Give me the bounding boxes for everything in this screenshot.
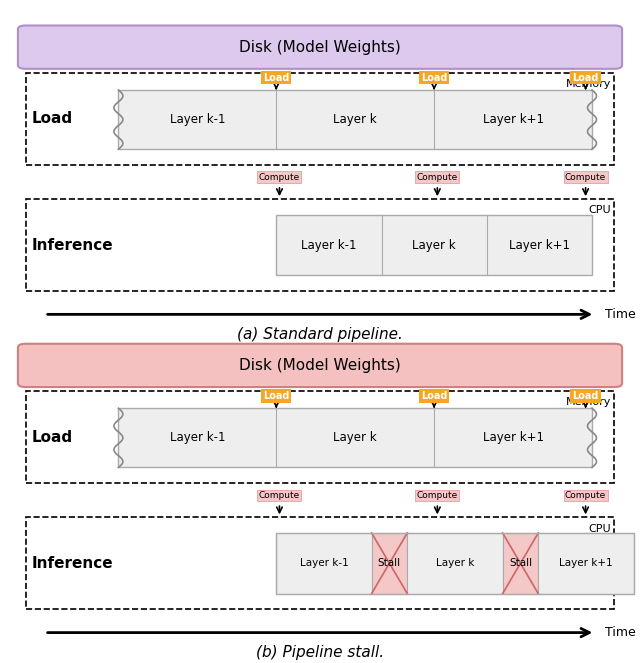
Text: CPU: CPU bbox=[589, 524, 611, 534]
Text: Load: Load bbox=[572, 391, 599, 400]
Text: Compute: Compute bbox=[259, 173, 300, 182]
Text: Layer k: Layer k bbox=[436, 558, 474, 568]
Text: CPU: CPU bbox=[589, 206, 611, 215]
Text: Compute: Compute bbox=[417, 491, 458, 500]
FancyBboxPatch shape bbox=[18, 25, 622, 69]
FancyBboxPatch shape bbox=[407, 533, 502, 593]
Text: Layer k-1: Layer k-1 bbox=[300, 558, 348, 568]
FancyBboxPatch shape bbox=[276, 533, 372, 593]
Text: Load: Load bbox=[421, 72, 447, 82]
Text: Layer k: Layer k bbox=[412, 239, 456, 251]
Text: (b) Pipeline stall.: (b) Pipeline stall. bbox=[256, 644, 384, 660]
Text: Load: Load bbox=[421, 391, 447, 400]
Text: Memory: Memory bbox=[566, 79, 611, 89]
Text: Layer k+1: Layer k+1 bbox=[559, 558, 612, 568]
FancyBboxPatch shape bbox=[502, 533, 538, 593]
Text: Time: Time bbox=[605, 308, 636, 321]
Text: Memory: Memory bbox=[566, 397, 611, 407]
Text: Inference: Inference bbox=[32, 237, 114, 253]
Text: Layer k+1: Layer k+1 bbox=[483, 432, 543, 444]
Text: Compute: Compute bbox=[417, 173, 458, 182]
Text: Layer k-1: Layer k-1 bbox=[170, 113, 225, 126]
Text: Disk (Model Weights): Disk (Model Weights) bbox=[239, 358, 401, 373]
Text: Stall: Stall bbox=[509, 558, 532, 568]
Text: Layer k: Layer k bbox=[333, 432, 377, 444]
Text: Layer k-1: Layer k-1 bbox=[301, 239, 356, 251]
Text: Compute: Compute bbox=[565, 491, 606, 500]
FancyBboxPatch shape bbox=[18, 343, 622, 387]
Text: Layer k+1: Layer k+1 bbox=[483, 113, 543, 126]
FancyBboxPatch shape bbox=[372, 533, 407, 593]
Text: Layer k: Layer k bbox=[333, 113, 377, 126]
FancyBboxPatch shape bbox=[276, 215, 592, 275]
Text: Load: Load bbox=[263, 72, 289, 82]
FancyBboxPatch shape bbox=[118, 408, 592, 467]
Text: Inference: Inference bbox=[32, 556, 114, 571]
Text: Load: Load bbox=[32, 430, 73, 445]
Text: Stall: Stall bbox=[378, 558, 401, 568]
Text: Layer k+1: Layer k+1 bbox=[509, 239, 570, 251]
Text: Load: Load bbox=[572, 72, 599, 82]
Text: Time: Time bbox=[605, 626, 636, 639]
FancyBboxPatch shape bbox=[538, 533, 634, 593]
Text: Layer k-1: Layer k-1 bbox=[170, 432, 225, 444]
Text: (a) Standard pipeline.: (a) Standard pipeline. bbox=[237, 328, 403, 342]
Text: Disk (Model Weights): Disk (Model Weights) bbox=[239, 40, 401, 54]
Text: Compute: Compute bbox=[565, 173, 606, 182]
Text: Load: Load bbox=[32, 111, 73, 127]
Text: Compute: Compute bbox=[259, 491, 300, 500]
FancyBboxPatch shape bbox=[118, 90, 592, 149]
Text: Load: Load bbox=[263, 391, 289, 400]
